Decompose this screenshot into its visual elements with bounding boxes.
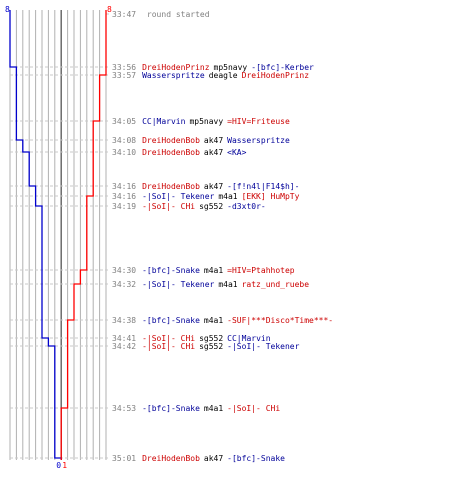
weapon-name: mp5navy (214, 63, 248, 72)
weapon-name: ak47 (204, 136, 223, 145)
red-team-start-score: 8 (107, 5, 112, 14)
weapon-name: ak47 (204, 454, 223, 463)
killer-name: DreiHodenPrinz (142, 63, 210, 72)
kill-row: 34:30 -[bfc]-Snake m4a1 =HIV=Ptahhotep (112, 266, 295, 275)
killer-name: -|SoI|- Tekener (142, 192, 214, 201)
kill-row: 34:05 CC|Marvin mp5navy =HIV=Friteuse (112, 117, 290, 126)
victim-name: Wasserspritze (227, 136, 290, 145)
kill-row: 34:19 -|SoI|- CHi sg552 -d3xt0r- (112, 202, 266, 211)
killer-name: -|SoI|- Tekener (142, 280, 214, 289)
row-time: 34:10 (112, 148, 136, 157)
row-time: 33:56 (112, 63, 136, 72)
kill-row: 34:38 -[bfc]-Snake m4a1 -SUF|***Disco*Time*… (112, 316, 333, 325)
row-time: 34:30 (112, 266, 136, 275)
kill-row: 34:10 DreiHodenBob ak47 <KA> (112, 148, 247, 157)
grid-lines (9, 10, 107, 460)
kill-row: 34:32 -|SoI|- Tekener m4a1 ratz_und_ruebe (112, 280, 309, 289)
victim-name: -[f!n4l|F14$h]- (227, 182, 299, 191)
kill-row: 34:16 DreiHodenBob ak47 -[f!n4l|F14$h]- (112, 182, 299, 191)
row-time: 34:08 (112, 136, 136, 145)
weapon-name: ak47 (204, 182, 223, 191)
weapon-name: m4a1 (218, 192, 237, 201)
killer-name: -[bfc]-Snake (142, 266, 200, 275)
victim-name: DreiHodenPrinz (242, 71, 310, 80)
victim-name: <KA> (227, 148, 246, 157)
victim-name: CC|Marvin (227, 334, 271, 343)
victim-name: ratz_und_ruebe (242, 280, 310, 289)
weapon-name: m4a1 (204, 266, 223, 275)
row-time: 34:41 (112, 334, 136, 343)
kill-row: 34:08 DreiHodenBob ak47 Wasserspritze (112, 136, 290, 145)
kill-row: 34:42 -|SoI|- CHi sg552 -|SoI|- Tekener (112, 342, 300, 351)
row-time: 34:32 (112, 280, 136, 289)
killer-name: DreiHodenBob (142, 454, 200, 463)
row-time: 33:47 (112, 10, 136, 19)
killer-name: DreiHodenBob (142, 182, 200, 191)
red-team-end-score: 1 (62, 461, 67, 470)
kill-feed: 33:47 round started 33:56 DreiHodenPrinz m… (112, 10, 333, 463)
victim-name: =HIV=Friteuse (227, 117, 290, 126)
killer-name: CC|Marvin (142, 117, 186, 126)
killer-name: -[bfc]-Snake (142, 404, 200, 413)
kill-row: 34:16 -|SoI|- Tekener m4a1 [EKK] HuMpTy (112, 192, 300, 201)
score-labels: 8 8 0 1 (5, 5, 112, 470)
kill-row: 33:57 Wasserspritze deagle DreiHodenPrinz (112, 71, 309, 80)
victim-name: =HIV=Ptahhotep (227, 266, 295, 275)
weapon-name: sg552 (199, 342, 223, 351)
weapon-name: sg552 (199, 334, 223, 343)
row-time: 34:16 (112, 182, 136, 191)
killer-name: -[bfc]-Snake (142, 316, 200, 325)
weapon-name: m4a1 (204, 316, 223, 325)
blue-team-score-line (9, 10, 62, 460)
round-start-row: 33:47 round started (112, 10, 210, 19)
killer-name: Wasserspritze (142, 71, 205, 80)
row-time: 34:38 (112, 316, 136, 325)
row-time: 34:05 (112, 117, 136, 126)
kill-row: 33:56 DreiHodenPrinz mp5navy -[bfc]-Kerber (112, 63, 314, 72)
row-time: 33:57 (112, 71, 136, 80)
row-time: 34:42 (112, 342, 136, 351)
weapon-name: m4a1 (204, 404, 223, 413)
weapon-name: deagle (209, 71, 238, 80)
row-time: 34:53 (112, 404, 136, 413)
row-time: 34:19 (112, 202, 136, 211)
victim-name: -[bfc]-Kerber (251, 63, 314, 72)
blue-team-start-score: 8 (5, 5, 10, 14)
killer-name: DreiHodenBob (142, 136, 200, 145)
weapon-name: sg552 (199, 202, 223, 211)
weapon-name: ak47 (204, 148, 223, 157)
victim-name: -d3xt0r- (227, 202, 266, 211)
weapon-name: mp5navy (189, 117, 223, 126)
row-time: 35:01 (112, 454, 136, 463)
kill-row: 35:01 DreiHodenBob ak47 -[bfc]-Snake (112, 454, 285, 463)
kill-row: 34:53 -[bfc]-Snake m4a1 -|SoI|- CHi (112, 404, 280, 413)
killer-name: -|SoI|- CHi (142, 342, 195, 351)
kill-row: 34:41 -|SoI|- CHi sg552 CC|Marvin (112, 334, 271, 343)
score-steps (9, 10, 107, 460)
victim-name: -SUF|***Disco*Time***- (227, 316, 333, 325)
red-team-score-line (60, 10, 107, 460)
blue-team-end-score: 0 (56, 461, 61, 470)
killer-name: DreiHodenBob (142, 148, 200, 157)
round-status: round started (147, 10, 210, 19)
victim-name: -|SoI|- Tekener (227, 342, 299, 351)
killer-name: -|SoI|- CHi (142, 202, 195, 211)
row-time: 34:16 (112, 192, 136, 201)
victim-name: [EKK] HuMpTy (242, 192, 300, 201)
killer-name: -|SoI|- CHi (142, 334, 195, 343)
victim-name: -|SoI|- CHi (227, 404, 280, 413)
victim-name: -[bfc]-Snake (227, 454, 285, 463)
weapon-name: m4a1 (218, 280, 237, 289)
event-guide-lines (10, 13, 110, 459)
